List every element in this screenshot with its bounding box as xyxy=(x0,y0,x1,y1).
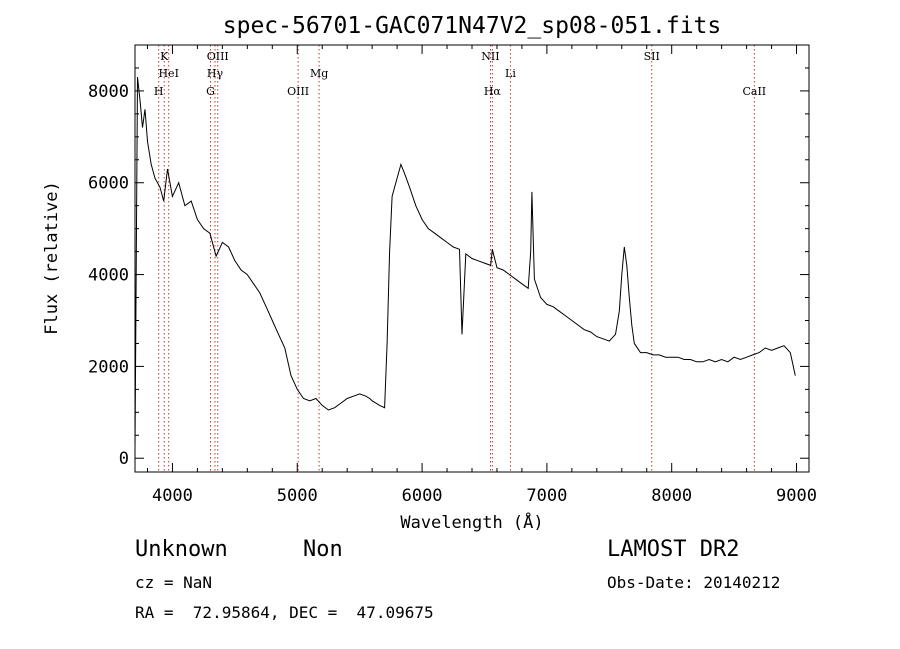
line-label-7: Mg xyxy=(310,67,328,80)
spectrum-line-0 xyxy=(134,77,796,450)
line-label-0: H xyxy=(154,85,164,98)
obs-date: Obs-Date: 20140212 xyxy=(607,573,781,592)
y-axis-label: Flux (relative) xyxy=(42,181,62,335)
x-axis-label: Wavelength (Å) xyxy=(400,511,543,533)
class-name: Unknown xyxy=(135,537,228,562)
redshift-cz: cz = NaN xyxy=(135,573,213,592)
coordinates: RA = 72.95864, DEC = 47.09675 xyxy=(135,603,434,622)
x-tick-label-4: 8000 xyxy=(651,486,692,506)
line-label-2: HeI xyxy=(158,67,178,80)
survey-name: LAMOST DR2 xyxy=(607,537,740,562)
x-tick-label-3: 7000 xyxy=(526,486,567,506)
chart-title: spec-56701-GAC071N47V2_sp08-051.fits xyxy=(223,13,722,39)
line-label-12: CaII xyxy=(742,85,766,98)
y-tick-label-0: 0 xyxy=(119,449,129,469)
x-tick-label-1: 5000 xyxy=(277,486,318,506)
x-tick-label-5: 9000 xyxy=(776,486,817,506)
line-label-4: Hγ xyxy=(207,67,224,80)
line-label-8: NII xyxy=(481,50,499,63)
x-tick-label-2: 6000 xyxy=(402,486,443,506)
line-label-6: OIII xyxy=(287,85,309,98)
line-label-3: G xyxy=(206,85,215,98)
y-tick-label-2: 4000 xyxy=(88,266,129,286)
line-label-11: SII xyxy=(644,50,660,63)
line-label-5: OIII xyxy=(207,50,229,63)
y-tick-label-3: 6000 xyxy=(88,174,129,194)
spectrum-series xyxy=(134,77,796,450)
line-label-1: K xyxy=(160,50,169,63)
x-tick-label-0: 4000 xyxy=(152,486,193,506)
axes: 4000 5000 6000 7000 8000 9000 0 2000 4000 6000 800… xyxy=(88,44,817,506)
subclass: Non xyxy=(303,537,343,562)
line-label-10: Li xyxy=(505,67,516,80)
line-label-9: Hα xyxy=(484,85,502,98)
y-tick-label-1: 2000 xyxy=(88,357,129,377)
y-tick-label-4: 8000 xyxy=(88,82,129,102)
